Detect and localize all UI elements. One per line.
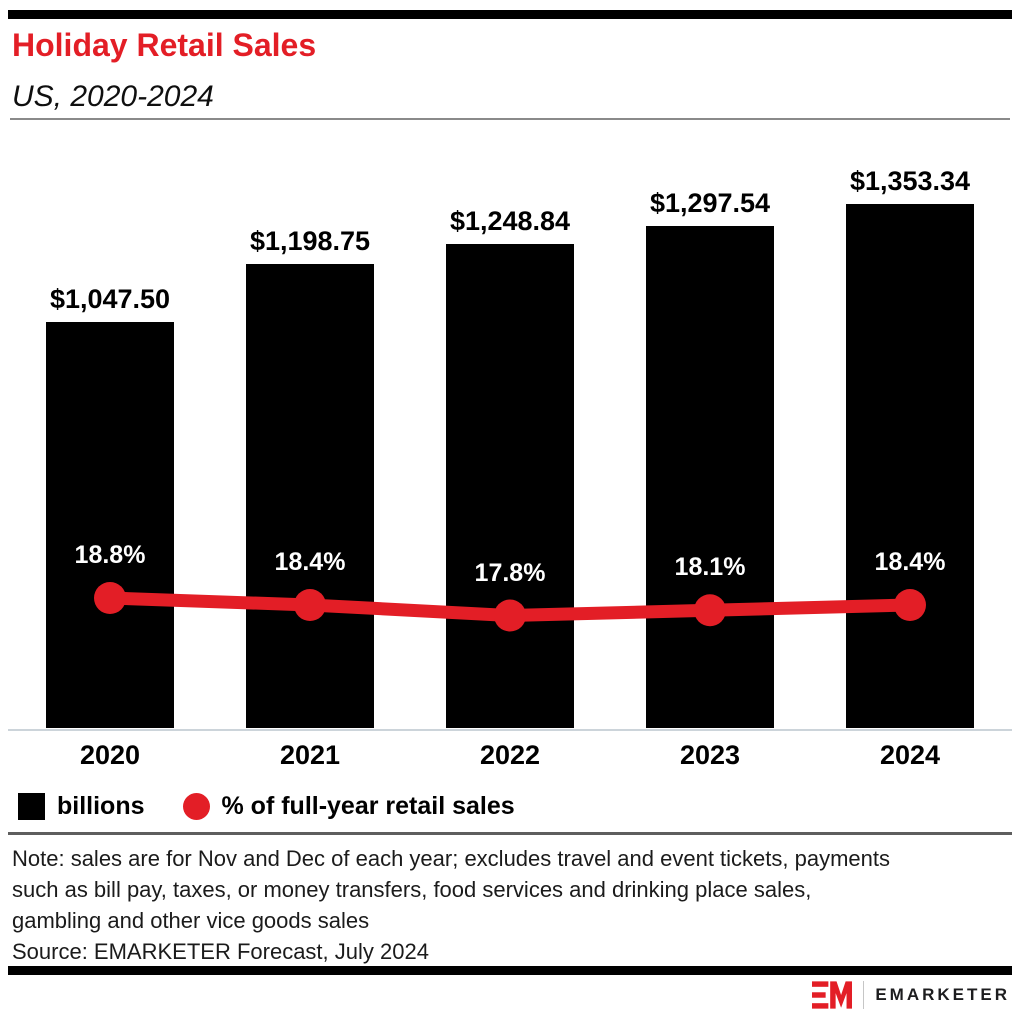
chart-legend: billions % of full-year retail sales [18,792,515,821]
logo-wordmark: EMARKETER [875,985,1010,1004]
legend-label-billions: billions [57,792,145,820]
header-divider [10,118,1010,120]
legend-label-percent: % of full-year retail sales [221,792,515,820]
x-axis-tick-2024: 2024 [879,740,941,770]
bar-value-label: $1,248.84 [449,206,571,237]
legend-bar-swatch-icon [18,793,45,820]
bar-value-label: $1,353.34 [849,166,971,196]
chart-subtitle: US, 2020-2024 [12,80,214,113]
emarketer-logo: EMARKETER [812,981,1010,1009]
logo-separator [863,981,865,1009]
bar-2023 [646,225,774,728]
note-text: Note: sales are for Nov and Dec of each … [12,843,890,936]
x-axis-tick-2023: 2023 [679,740,741,770]
pct-value-label: 18.1% [674,553,746,582]
x-axis-line [8,729,1012,731]
x-axis-tick-2022: 2022 [479,740,541,770]
note-line: Note: sales are for Nov and Dec of each … [12,846,891,871]
bar-line-chart: $1,047.50 18.8% 2020 $1,198.75 18.4% 2021 $1,2… [46,166,974,770]
x-axis-tick-2020: 2020 [79,740,141,770]
top-accent-bar [8,10,1012,19]
pct-value-label: 18.4% [874,548,946,576]
pct-value-label: 18.4% [274,548,346,576]
bottom-accent-bar [8,966,1012,975]
footer-divider [8,832,1012,835]
legend-line-swatch-icon [182,793,210,820]
em-monogram-icon [812,981,853,1009]
chart-title: Holiday Retail Sales [12,27,317,63]
bar-value-label: $1,198.75 [249,225,371,256]
bar-value-label: $1,297.54 [649,187,771,218]
note-line: such as bill pay, taxes, or money transf… [12,877,812,902]
pct-value-label: 17.8% [474,558,546,587]
bar-2021 [246,263,374,728]
bar-value-label: $1,047.50 [49,284,171,315]
bar-2022 [446,244,574,728]
x-axis-tick-2021: 2021 [279,740,341,770]
source-text: Source: EMARKETER Forecast, July 2024 [12,939,429,964]
pct-value-label: 18.8% [74,541,146,569]
note-line: gambling and other vice goods sales [12,908,370,933]
bar-2024 [846,204,974,728]
bar-2020 [46,322,174,728]
